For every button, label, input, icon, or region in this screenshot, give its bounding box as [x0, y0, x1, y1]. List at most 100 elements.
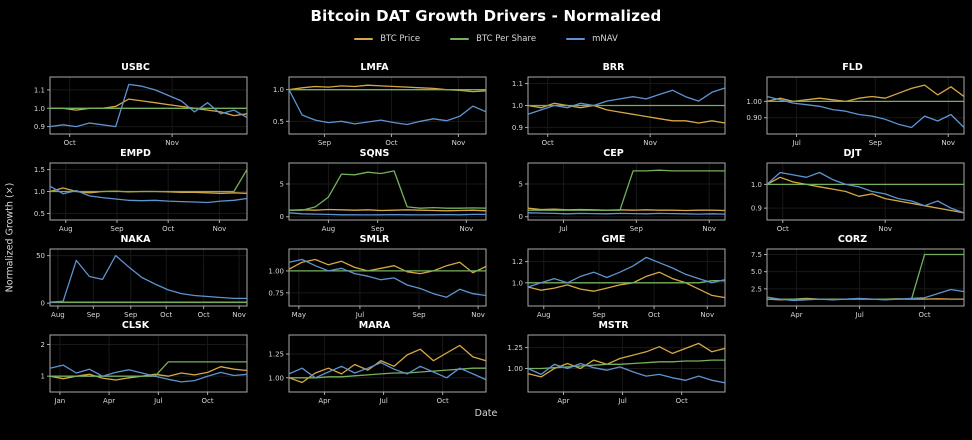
- y-tick-label: 1.2: [512, 258, 523, 266]
- x-tick-label: Nov: [232, 311, 246, 319]
- x-tick-label: Jan: [53, 397, 65, 405]
- x-tick-label: Oct: [160, 311, 172, 319]
- chart-row: NAKA 0 50 Aug Sep Sep Oct Oct Nov SMLR 0.75 1.00 May…: [16, 234, 972, 320]
- y-tick-label: 1: [41, 373, 45, 381]
- subplot-canvas: 0.9 1.0 Oct Nov: [751, 162, 965, 233]
- x-tick-label: Oct: [676, 397, 688, 405]
- subplot-naka: NAKA 0 50 Aug Sep Sep Oct Oct Nov: [16, 234, 255, 320]
- series-mnav: [527, 212, 726, 215]
- x-tick-label: Oct: [64, 139, 76, 147]
- x-tick-label: Nov: [702, 225, 716, 233]
- subplot-canvas: 1.00 1.25 Apr Jul Oct: [507, 334, 726, 405]
- y-tick-label: 1.0: [273, 86, 284, 94]
- series-btc-price: [527, 207, 726, 212]
- subplot-corz: CORZ 2.5 5.0 7.5 Apr Jul Oct: [733, 234, 972, 320]
- x-tick-label: Sep: [412, 311, 426, 319]
- subplot-canvas: 0.9 1.0 1.1 Oct Nov: [512, 76, 726, 147]
- x-tick-label: Sep: [87, 311, 101, 319]
- subplot-title: SQNS: [359, 148, 390, 159]
- y-tick-label: 0.75: [268, 289, 284, 297]
- series-mnav: [49, 254, 247, 303]
- subplot-canvas: 1 2 Jan Apr Jul Oct: [41, 334, 248, 405]
- charts-grid: USBC 0.9 1.0 1.1 Oct Nov LMFA 0.5 1.0 Sep Oct Nov BR…: [16, 62, 972, 406]
- x-tick-label: Oct: [542, 139, 554, 147]
- subplot-brr: BRR 0.9 1.0 1.1 Oct Nov: [494, 62, 733, 148]
- plot-border: [288, 76, 487, 135]
- x-tick-label: Aug: [51, 311, 65, 319]
- subplot-canvas: 0.5 1.0 1.5 Aug Sep Oct Nov: [34, 162, 248, 233]
- series-btc-price: [288, 84, 487, 93]
- subplot-canvas: 0 5 Aug Sep Nov: [280, 162, 487, 233]
- series-btc-per-share: [289, 367, 486, 379]
- legend-item-btc-price: BTC Price: [354, 34, 420, 44]
- subplot-title: MSTR: [598, 320, 629, 331]
- subplot-title: DJT: [843, 148, 862, 159]
- x-tick-label: Aug: [537, 311, 551, 319]
- series-mnav: [288, 212, 486, 216]
- subplot-title: CEP: [603, 148, 624, 159]
- y-tick-label: 0.9: [34, 123, 45, 131]
- series-btc-price: [527, 342, 726, 378]
- x-tick-label: Nov: [452, 139, 466, 147]
- series-mnav: [288, 258, 487, 298]
- x-tick-label: Nov: [941, 139, 955, 147]
- x-tick-label: Oct: [385, 139, 397, 147]
- y-tick-label: 1.00: [268, 267, 284, 275]
- y-tick-label: 2: [41, 341, 45, 349]
- series-mnav: [527, 362, 726, 384]
- series-mnav: [49, 83, 248, 128]
- y-tick-label: 1.25: [507, 344, 523, 352]
- x-tick-label: Aug: [59, 225, 73, 233]
- series-btc-price: [288, 344, 487, 384]
- legend-label: mNAV: [592, 34, 618, 44]
- x-tick-label: Nov: [471, 311, 485, 319]
- x-tick-label: Nov: [165, 139, 179, 147]
- x-tick-label: Nov: [643, 139, 657, 147]
- y-axis-label: Normalized Growth (×): [4, 182, 16, 293]
- series-btc-price: [527, 102, 726, 124]
- y-tick-label: 7.5: [751, 251, 762, 259]
- subplot-smlr: SMLR 0.75 1.00 May Jul Sep Nov: [255, 234, 494, 320]
- y-tick-label: 1.00: [268, 374, 284, 382]
- legend-item-mnav: mNAV: [566, 34, 618, 44]
- subplot-title: SMLR: [359, 234, 390, 245]
- x-tick-label: Apr: [103, 397, 115, 405]
- series-mnav: [288, 89, 487, 126]
- subplot-title: EMPD: [120, 148, 151, 159]
- series-btc-per-share: [50, 169, 248, 193]
- plot-border: [766, 162, 965, 221]
- y-tick-label: 0.9: [751, 205, 762, 213]
- x-tick-label: Nov: [459, 225, 473, 233]
- series-mnav: [766, 288, 965, 302]
- x-tick-label: Aug: [322, 225, 336, 233]
- series-btc-price: [288, 258, 487, 275]
- y-tick-label: 50: [36, 252, 45, 260]
- plot-border: [49, 334, 248, 393]
- x-tick-label: Sep: [371, 225, 385, 233]
- subplot-canvas: 1.0 1.2 Aug Sep Oct Nov: [512, 248, 726, 319]
- x-tick-label: Jul: [617, 397, 627, 405]
- y-tick-label: 5: [280, 180, 284, 188]
- legend-label: BTC Price: [380, 34, 421, 44]
- subplot-canvas: 1.00 1.25 Apr Jul Oct: [268, 334, 487, 405]
- series-mnav: [527, 256, 726, 288]
- plot-border: [527, 248, 726, 307]
- series-btc-price: [527, 271, 726, 299]
- subplot-title: CORZ: [837, 234, 868, 245]
- subplot-usbc: USBC 0.9 1.0 1.1 Oct Nov: [16, 62, 255, 148]
- x-tick-label: Nov: [878, 225, 892, 233]
- x-tick-label: Apr: [318, 397, 330, 405]
- subplot-canvas: 0.75 1.00 May Jul Sep Nov: [268, 248, 487, 319]
- y-tick-label: 0: [519, 213, 523, 221]
- subplot-canvas: 0.9 1.0 1.1 Oct Nov: [34, 76, 248, 147]
- subplot-sqns: SQNS 0 5 Aug Sep Nov: [255, 148, 494, 234]
- subplot-title: NAKA: [120, 234, 151, 245]
- y-tick-label: 1.1: [512, 80, 523, 88]
- x-tick-label: Oct: [777, 225, 789, 233]
- x-tick-label: Sep: [869, 139, 883, 147]
- subplot-canvas: 0 5 Jul Sep Nov: [519, 162, 726, 233]
- subplot-cep: CEP 0 5 Jul Sep Nov: [494, 148, 733, 234]
- x-tick-label: Jul: [378, 397, 388, 405]
- legend-swatch: [354, 38, 374, 40]
- y-tick-label: 0: [280, 213, 284, 221]
